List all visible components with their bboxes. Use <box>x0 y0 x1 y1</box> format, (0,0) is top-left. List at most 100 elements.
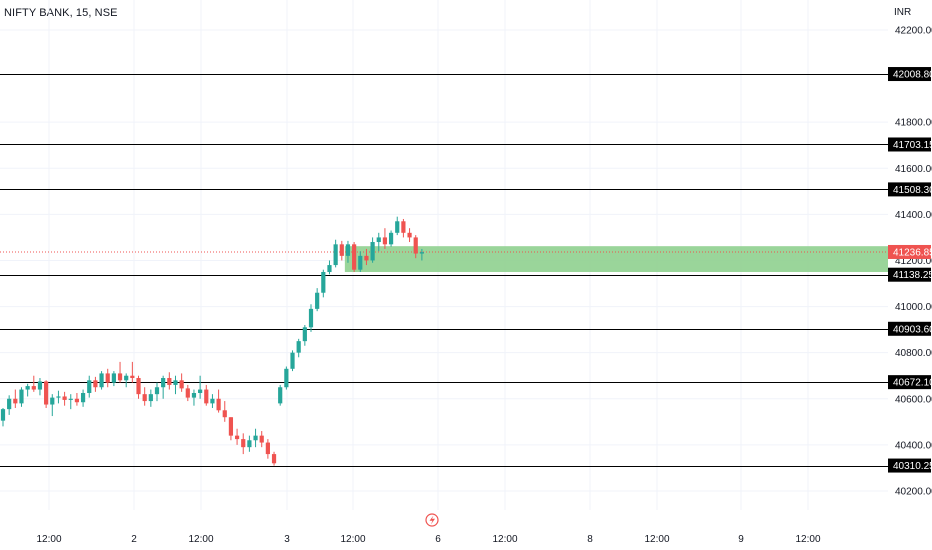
candle-body <box>74 398 80 403</box>
candle-body <box>315 292 320 309</box>
price-tick-label: 40800.00 <box>895 348 932 359</box>
candle-body <box>216 398 221 411</box>
candle-body <box>117 373 123 381</box>
candle <box>352 242 357 272</box>
candle-body <box>345 244 351 256</box>
candle-body <box>388 232 394 245</box>
candle-body <box>111 373 116 383</box>
candle <box>31 375 36 392</box>
candle-body <box>284 368 289 388</box>
candle <box>80 389 86 407</box>
candle-body <box>44 381 49 405</box>
candle-body <box>358 255 363 270</box>
candle <box>247 435 252 452</box>
level-label-box <box>888 458 931 473</box>
candle <box>419 248 424 261</box>
candle-body <box>191 393 197 398</box>
candle-body <box>185 388 190 398</box>
time-tick-label: 12:00 <box>340 534 365 545</box>
candle-body <box>222 410 227 418</box>
candle <box>302 325 307 346</box>
price-tick-label: 41200.00 <box>895 256 932 267</box>
candle <box>382 228 388 249</box>
price-tick-label: 41800.00 <box>895 118 932 129</box>
zone-layer <box>344 246 888 272</box>
time-tick-label: 12:00 <box>188 534 213 545</box>
candle <box>50 394 55 417</box>
level-label-box <box>888 321 931 336</box>
candle <box>308 304 314 332</box>
candle-body <box>80 393 86 403</box>
candle <box>358 251 363 272</box>
candle <box>130 361 135 383</box>
candle-body <box>290 352 295 369</box>
candle <box>25 383 30 397</box>
candle <box>296 338 301 358</box>
candle-body <box>241 439 246 448</box>
candle <box>388 230 394 247</box>
candle <box>265 439 270 459</box>
candle-body <box>105 373 110 383</box>
candle-body <box>124 375 129 381</box>
candle <box>210 394 215 408</box>
level-label: 41703.15 <box>893 140 932 151</box>
candle-body <box>228 417 234 436</box>
candle-body <box>364 255 369 261</box>
candle <box>136 375 141 399</box>
candle <box>93 376 98 392</box>
candle <box>167 372 172 390</box>
level-label: 41508.30 <box>893 185 932 196</box>
price-axis[interactable]: 40200.00 40400.00 40600.00 40800.00 41000.00… <box>888 25 932 497</box>
candle <box>161 375 166 399</box>
candle-body <box>68 398 73 400</box>
candle-body <box>37 381 43 390</box>
candle <box>234 428 240 445</box>
candle <box>339 240 344 261</box>
time-tick-label: 12:00 <box>644 534 669 545</box>
candle <box>185 384 190 402</box>
price-tick-label: 40200.00 <box>895 486 932 497</box>
candle-body <box>247 440 252 448</box>
level-label-box <box>888 267 931 282</box>
candle <box>222 401 227 422</box>
candle-body <box>161 378 166 388</box>
price-tick-label: 40400.00 <box>895 440 932 451</box>
candle <box>154 382 160 402</box>
candle <box>74 393 80 406</box>
candle-body <box>50 397 55 405</box>
candle <box>198 375 203 399</box>
candle <box>370 237 375 263</box>
candle <box>19 387 24 407</box>
candle <box>204 384 209 406</box>
candle-body <box>167 378 172 385</box>
candle-body <box>259 435 264 443</box>
candle <box>179 373 184 392</box>
candle-body <box>271 454 277 464</box>
candle-body <box>56 396 61 398</box>
candle <box>401 218 406 238</box>
candle-body <box>382 237 388 245</box>
level-label: 40903.60 <box>893 324 932 335</box>
candle <box>315 288 320 312</box>
candle-body <box>62 396 67 400</box>
candle <box>0 407 6 427</box>
price-tick-label: 41400.00 <box>895 210 932 221</box>
tradingview-logo-icon[interactable] <box>425 513 439 527</box>
candle-body <box>401 221 406 233</box>
candle <box>13 389 18 408</box>
time-axis[interactable]: 12:00 2 12:00 3 12:00 6 12:00 8 12:00 9 12:00 <box>36 534 820 545</box>
candle-body <box>296 341 301 353</box>
candle-body <box>339 244 344 256</box>
candle-body <box>93 380 98 388</box>
candle-body <box>173 380 178 385</box>
candle <box>216 389 221 413</box>
level-label: 40672.10 <box>893 378 932 389</box>
candle <box>284 366 289 390</box>
candle-body <box>370 242 375 261</box>
candle <box>364 248 369 266</box>
price-tick-label: 41600.00 <box>895 164 932 175</box>
candle-body <box>278 387 283 404</box>
candle-body <box>204 389 209 404</box>
candle <box>241 433 246 455</box>
